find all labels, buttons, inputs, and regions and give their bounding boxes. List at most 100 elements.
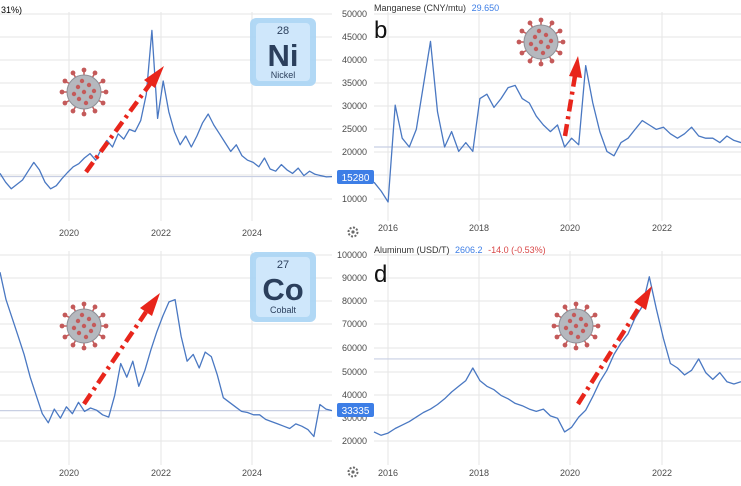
virus-spot: [88, 94, 94, 100]
panel-c-y-tick-label: 40000: [342, 390, 367, 400]
virus-spike-tip: [573, 301, 579, 307]
virus-spike-tip: [100, 78, 106, 84]
virus-spot: [568, 330, 574, 336]
virus-spot: [86, 316, 92, 322]
virus-spot: [543, 32, 549, 38]
panel-c-y-tick-label: 60000: [342, 343, 367, 353]
virus-spike-tip: [100, 334, 106, 340]
panel-a-y-tick-label: 20000: [342, 147, 367, 157]
virus-spike-tip: [595, 323, 601, 329]
cobalt-badge-inner: [256, 257, 310, 317]
nickel-atomic-number: 28: [277, 25, 289, 37]
virus-spot: [81, 323, 87, 329]
virus-spike-tip: [557, 50, 563, 56]
panel-d-x-tick-label: 2016: [378, 468, 398, 478]
virus-spot: [75, 84, 81, 90]
panel-a-y-tick-label: 35000: [342, 78, 367, 88]
virus-spike-tip: [551, 323, 557, 329]
panel-c-y-axis: 100000 90000 80000 70000 60000 50000 40000 3000…: [337, 250, 367, 446]
panel-a-nickel-series-line: [0, 29, 333, 190]
virus-spike-tip: [62, 312, 68, 318]
virus-spike-tip: [562, 342, 568, 348]
virus-spike-tip: [562, 304, 568, 310]
panel-c-y-tick-label: 90000: [342, 273, 367, 283]
panel-a-trend-arrow: [84, 66, 164, 174]
virus-spike-tip: [62, 334, 68, 340]
virus-spot: [548, 38, 554, 44]
panel-d-header-change: -14.0 (-0.53%): [488, 245, 546, 255]
virus-spike-tip: [70, 70, 76, 76]
panel-d-letter: d: [374, 261, 387, 288]
panel-a-x-tick-label: 2020: [59, 228, 79, 238]
panel-c-y-tick-label: 30000: [342, 413, 367, 423]
panel-b-grid: [374, 12, 741, 221]
panel-c-x-tick-label: 2024: [242, 468, 262, 478]
panel-d-header: Aluminum (USD/T) 2606.2 -14.0 (-0.53%): [374, 245, 546, 255]
panel-a-y-tick-label: 30000: [342, 101, 367, 111]
panel-a-y-tick-label: 10000: [342, 194, 367, 204]
virus-spot: [583, 322, 589, 328]
virus-spot: [580, 328, 586, 334]
virus-spot: [76, 96, 82, 102]
panel-d-header-value: 2606.2: [455, 245, 483, 255]
virus-spot: [571, 312, 577, 318]
virus-spike-tip: [584, 342, 590, 348]
panel-c-price-badge-text: 33335: [342, 406, 370, 417]
virus-spike-tip: [560, 39, 566, 45]
panel-b-manganese-series-line: [373, 40, 741, 203]
virus-spike-tip: [592, 312, 598, 318]
panel-c-x-tick-label: 2022: [151, 468, 171, 478]
panel-b-x-tick-label: 2022: [652, 223, 672, 233]
virus-spike-tip: [92, 304, 98, 310]
virus-spot: [538, 39, 544, 45]
panel-a-gear-icon[interactable]: [347, 226, 359, 238]
cobalt-atomic-number: 27: [277, 259, 289, 271]
panel-a-x-axis: 2020 2022 2024: [59, 228, 262, 238]
virus-spike-tip: [81, 345, 87, 351]
panel-a-x-tick-label: 2022: [151, 228, 171, 238]
virus-spike-tip: [92, 108, 98, 114]
panel-d-x-tick-label: 2022: [652, 468, 672, 478]
panel-c-y-tick-label: 70000: [342, 319, 367, 329]
panel-a-y-tick-label: 45000: [342, 32, 367, 42]
virus-spot: [75, 318, 81, 324]
panel-b: Manganese (CNY/mtu) 29.650 b 2016 2018 202…: [373, 3, 741, 233]
virus-spike-tip: [549, 58, 555, 64]
virus-spike-tip: [538, 61, 544, 67]
virus-spike-tip: [100, 100, 106, 106]
virus-spike-tip: [584, 304, 590, 310]
panel-d-x-tick-label: 2020: [560, 468, 580, 478]
panel-a-y-tick-label: 40000: [342, 55, 367, 65]
panel-c: 100000 90000 80000 70000 60000 50000 40000 3000…: [0, 250, 374, 478]
virus-spot: [79, 78, 85, 84]
panel-a-price-badge-text: 15280: [342, 173, 370, 184]
virus-spike-tip: [519, 50, 525, 56]
panel-b-letter: b: [374, 17, 387, 44]
virus-spot: [563, 325, 569, 331]
panel-d-x-axis: 2016 2018 2020 2022: [378, 468, 672, 478]
panel-c-virus-icon: [59, 301, 109, 351]
panel-c-cobalt-element-badge: 27 Co Cobalt: [250, 252, 316, 322]
virus-spot: [578, 316, 584, 322]
virus-spot: [532, 34, 538, 40]
panel-c-x-axis: 2020 2022 2024: [59, 468, 262, 478]
nickel-name: Nickel: [271, 70, 296, 80]
virus-spot: [71, 91, 77, 97]
panel-c-trend-arrow: [82, 293, 160, 406]
virus-spot: [533, 46, 539, 52]
virus-spike-tip: [70, 342, 76, 348]
panel-c-cobalt-series-line: [0, 272, 333, 438]
virus-spot: [79, 312, 85, 318]
panel-c-x-tick-label: 2020: [59, 468, 79, 478]
nickel-symbol: Ni: [268, 38, 299, 73]
virus-spike-tip: [538, 17, 544, 23]
virus-spike-tip: [100, 312, 106, 318]
virus-spike-tip: [59, 323, 65, 329]
virus-spike-tip: [554, 312, 560, 318]
virus-spike-tip: [81, 301, 87, 307]
virus-spot: [81, 89, 87, 95]
panel-d-header-name: Aluminum (USD/T): [374, 245, 450, 255]
virus-spot: [88, 328, 94, 334]
panel-c-gear-icon[interactable]: [347, 466, 359, 478]
